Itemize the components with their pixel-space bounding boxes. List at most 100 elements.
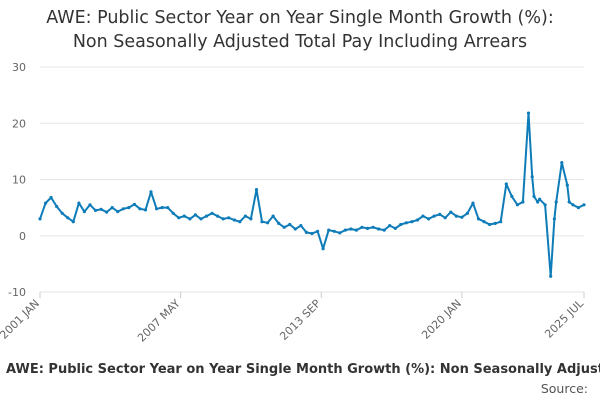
data-point[interactable] [238,220,242,224]
data-point[interactable] [382,228,386,232]
data-point[interactable] [549,274,553,278]
data-point[interactable] [60,211,64,215]
data-point[interactable] [71,220,75,224]
data-point[interactable] [55,204,59,209]
data-point[interactable] [526,111,531,115]
data-point[interactable] [343,228,347,232]
data-point[interactable] [354,228,358,232]
data-point[interactable] [571,203,575,207]
data-point[interactable] [443,216,447,220]
data-point[interactable] [327,228,331,232]
data-point[interactable] [482,220,486,224]
data-point[interactable] [227,216,231,220]
data-point[interactable] [266,221,270,225]
data-point[interactable] [127,206,131,210]
data-point[interactable] [371,225,375,229]
data-point[interactable] [349,227,353,231]
data-point[interactable] [132,202,136,206]
data-point[interactable] [399,222,403,227]
data-point[interactable] [321,247,325,251]
data-point[interactable] [304,230,308,234]
data-point[interactable] [454,214,458,218]
data-point[interactable] [271,214,275,218]
data-point[interactable] [510,194,514,198]
data-point[interactable] [565,183,569,187]
data-point[interactable] [499,220,503,224]
data-point[interactable] [171,211,175,215]
data-point[interactable] [177,216,181,220]
data-point[interactable] [99,207,103,211]
data-point[interactable] [393,226,397,230]
data-point[interactable] [582,203,586,207]
data-point[interactable] [310,231,314,236]
data-point[interactable] [221,217,225,221]
data-point[interactable] [360,225,364,229]
data-point[interactable] [576,206,581,210]
data-point[interactable] [465,211,469,215]
data-point[interactable] [338,231,342,235]
data-point[interactable] [404,221,408,225]
data-point[interactable] [438,212,442,216]
data-point[interactable] [415,218,420,222]
data-point[interactable] [38,217,42,221]
data-point[interactable] [332,229,336,233]
data-point[interactable] [110,206,114,210]
data-point[interactable] [93,208,98,212]
data-point[interactable] [530,175,534,179]
data-point[interactable] [188,217,192,221]
data-point[interactable] [216,214,220,218]
data-point[interactable] [249,217,253,221]
data-point[interactable] [421,214,425,218]
data-point[interactable] [488,222,492,227]
data-point[interactable] [460,215,464,219]
data-point[interactable] [260,220,264,224]
data-point[interactable] [543,203,547,207]
data-point[interactable] [116,210,120,214]
data-point[interactable] [432,214,436,218]
data-point[interactable] [121,207,125,211]
data-point[interactable] [282,225,286,229]
data-point[interactable] [515,203,520,207]
data-point[interactable] [204,214,209,218]
data-point[interactable] [493,221,497,225]
data-point[interactable] [105,210,109,214]
data-point[interactable] [504,182,508,186]
data-point[interactable] [388,224,392,228]
data-point[interactable] [567,200,571,204]
data-point[interactable] [427,217,431,221]
data-point[interactable] [232,218,236,222]
data-point[interactable] [77,201,81,205]
data-point[interactable] [160,206,164,210]
data-point[interactable] [554,200,558,204]
data-point[interactable] [49,195,53,200]
data-point[interactable] [210,211,214,215]
data-point[interactable] [88,203,92,207]
data-point[interactable] [410,220,414,224]
data-point[interactable] [143,208,148,212]
data-point[interactable] [476,217,481,221]
data-point[interactable] [66,216,70,220]
data-point[interactable] [193,213,197,217]
data-point[interactable] [532,194,536,198]
data-point[interactable] [277,221,281,225]
data-point[interactable] [316,229,320,233]
data-point[interactable] [552,217,557,221]
data-point[interactable] [166,206,170,210]
data-point[interactable] [538,197,542,201]
data-point[interactable] [299,224,303,228]
data-point[interactable] [288,222,292,227]
data-point[interactable] [293,227,297,231]
data-point[interactable] [560,161,564,165]
data-point[interactable] [82,210,86,214]
data-point[interactable] [199,217,203,221]
data-point[interactable] [138,207,142,211]
data-point[interactable] [365,226,370,230]
data-point[interactable] [149,190,153,194]
data-point[interactable] [536,200,540,204]
data-point[interactable] [521,200,525,204]
data-point[interactable] [243,214,247,218]
data-point[interactable] [155,207,159,211]
data-point[interactable] [182,214,186,218]
data-point[interactable] [449,210,453,214]
data-point[interactable] [254,188,259,192]
